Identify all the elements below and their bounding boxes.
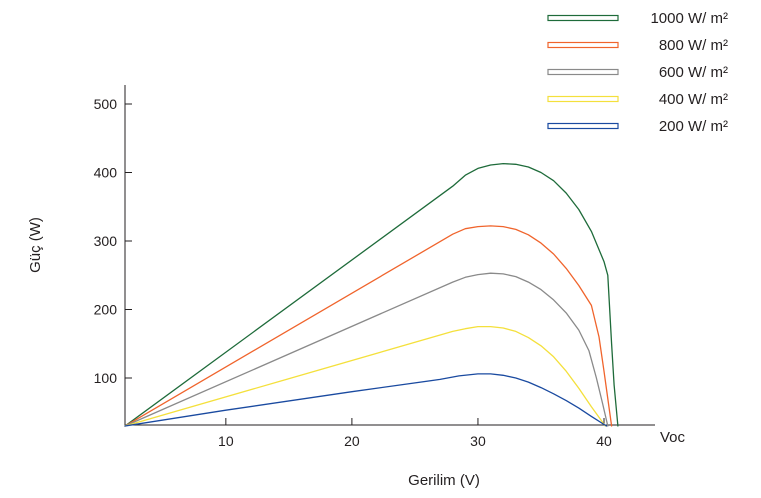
series-line-2 xyxy=(125,273,608,426)
series-lines xyxy=(125,164,618,426)
legend-label: 200 W/ m² xyxy=(659,118,728,135)
legend-swatch xyxy=(548,43,618,48)
legend-label: 400 W/ m² xyxy=(659,91,728,108)
legend-swatch xyxy=(548,70,618,75)
x-tick-label: 10 xyxy=(218,433,234,449)
series-line-4 xyxy=(125,374,607,426)
legend-swatch xyxy=(548,97,618,102)
x-tick-label: 20 xyxy=(344,433,360,449)
axes xyxy=(125,85,655,425)
legend-label: 1000 W/ m² xyxy=(650,10,728,27)
y-tick-label: 500 xyxy=(94,96,118,112)
y-tick-label: 400 xyxy=(94,165,118,181)
series-line-0 xyxy=(125,164,618,426)
y-tick-label: 100 xyxy=(94,370,118,386)
series-line-3 xyxy=(125,327,605,426)
y-axis-label: Güç (W) xyxy=(27,217,44,273)
legend-swatch xyxy=(548,16,618,21)
x-axis-label: Gerilim (V) xyxy=(408,472,480,489)
x-tick-label: 30 xyxy=(470,433,486,449)
x-tick-label: 40 xyxy=(596,433,612,449)
x-ticks: 10 20 30 40 xyxy=(218,418,612,449)
y-tick-label: 300 xyxy=(94,233,118,249)
y-ticks: 100 200 300 400 500 xyxy=(94,96,132,386)
legend-swatch xyxy=(548,124,618,129)
legend: 1000 W/ m² 800 W/ m² 600 W/ m² 400 W/ m² 200… xyxy=(548,10,728,135)
legend-label: 600 W/ m² xyxy=(659,64,728,81)
x-end-label: Voc xyxy=(660,429,686,446)
y-tick-label: 200 xyxy=(94,302,118,318)
legend-label: 800 W/ m² xyxy=(659,37,728,54)
series-line-1 xyxy=(125,226,612,426)
